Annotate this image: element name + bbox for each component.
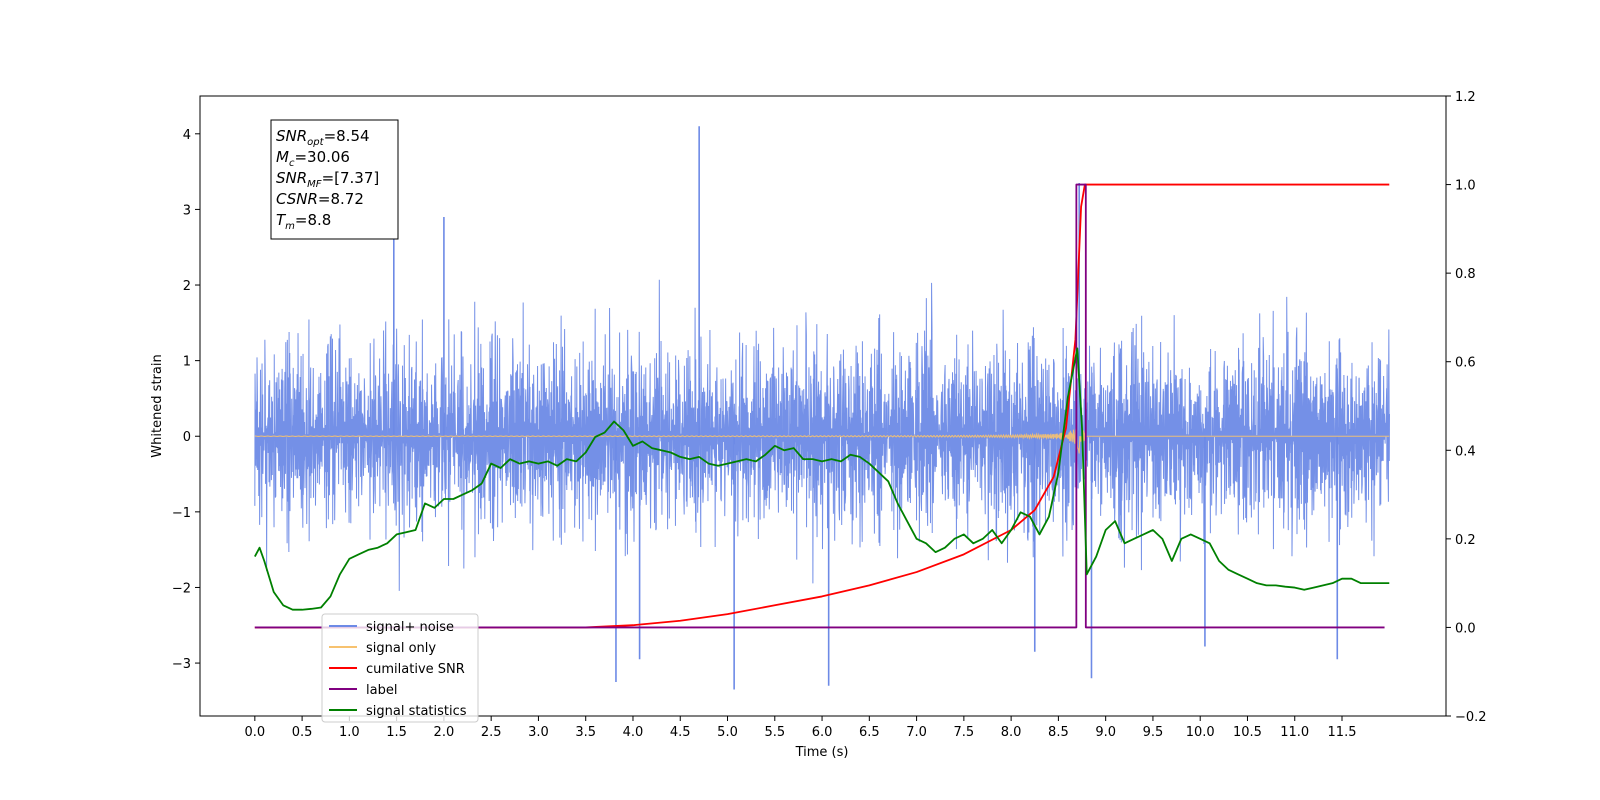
annotation-value: =8.72 <box>318 190 364 208</box>
y2-tick-label: 0.8 <box>1455 267 1476 282</box>
annotation-value: =8.8 <box>295 211 331 229</box>
x-tick-label: 11.5 <box>1328 725 1357 740</box>
y2-tick-label: 0.0 <box>1455 621 1476 636</box>
series-signal-only <box>254 427 1390 454</box>
annotation-symbol: T <box>276 211 287 229</box>
y-tick-label: 2 <box>183 279 191 294</box>
annotation-symbol: M <box>276 148 289 166</box>
y2-tick-label: 1.2 <box>1455 90 1476 105</box>
annotation-subscript: m <box>285 221 295 232</box>
y-tick-label: 3 <box>183 203 191 218</box>
y-tick-label: −3 <box>172 657 191 672</box>
annotation-line: Mc=30.06 <box>276 148 350 169</box>
x-tick-label: 2.0 <box>434 725 455 740</box>
x-tick-label: 10.5 <box>1233 725 1262 740</box>
x-tick-label: 3.0 <box>528 725 549 740</box>
x-tick-label: 3.5 <box>575 725 596 740</box>
y2-tick-label: 0.6 <box>1455 356 1476 371</box>
y-tick-label: 1 <box>183 355 191 370</box>
series-signal-statistics <box>254 347 1390 611</box>
x-tick-label: 5.5 <box>764 725 785 740</box>
x-tick-label: 1.5 <box>386 725 407 740</box>
plot-frame <box>199 95 1447 717</box>
annotation-line: SNRopt=8.54 <box>276 127 370 148</box>
annotation-line: SNRMF=[7.37] <box>276 169 379 190</box>
y2-tick-label: 0.2 <box>1455 533 1476 548</box>
x-tick-label: 0.5 <box>292 725 313 740</box>
legend-entry: signal+ noise <box>366 620 454 635</box>
annotation-value: =8.54 <box>324 127 370 145</box>
x-tick-label: 5.0 <box>717 725 738 740</box>
annotation-symbol: SNR <box>276 169 307 187</box>
y-tick-label: −2 <box>172 581 191 596</box>
x-tick-label: 6.0 <box>812 725 833 740</box>
legend-entry: signal statistics <box>366 704 467 719</box>
annotation-symbol: CSNR <box>276 190 318 208</box>
y2-tick-label: 0.4 <box>1455 444 1476 459</box>
y-axis-title: Whitened strain <box>150 354 165 457</box>
x-tick-label: 7.5 <box>954 725 975 740</box>
y-tick-label: 0 <box>183 430 191 445</box>
annotation-value: =[7.37] <box>322 169 380 187</box>
y-tick-label: 4 <box>183 128 191 143</box>
annotation-line: CSNR=8.72 <box>276 190 364 208</box>
series-layer <box>254 126 1390 690</box>
x-tick-label: 10.0 <box>1186 725 1215 740</box>
annotation-symbol: SNR <box>276 127 307 145</box>
x-tick-label: 7.0 <box>906 725 927 740</box>
x-tick-label: 4.5 <box>670 725 691 740</box>
x-tick-label: 0.0 <box>244 725 265 740</box>
x-tick-label: 9.5 <box>1143 725 1164 740</box>
x-tick-label: 11.0 <box>1280 725 1309 740</box>
annotation-line: Tm=8.8 <box>276 211 331 232</box>
legend-entry: signal only <box>366 641 436 656</box>
annotation-value: =30.06 <box>294 148 350 166</box>
annotation-subscript: MF <box>307 179 322 190</box>
legend-entry: label <box>366 683 397 698</box>
series-signal-plus-noise <box>254 279 1390 591</box>
series-label <box>254 183 1385 629</box>
y-tick-label: −1 <box>172 506 191 521</box>
y2-tick-label: −0.2 <box>1455 710 1487 725</box>
annotation-subscript: opt <box>307 137 324 148</box>
annotation-subscript: c <box>289 158 295 169</box>
annotation-frame <box>270 119 399 240</box>
x-tick-label: 9.0 <box>1095 725 1116 740</box>
x-axis-title: Time (s) <box>795 745 849 760</box>
info-annotation-box: SNRopt=8.54Mc=30.06SNRMF=[7.37]CSNR=8.72… <box>270 119 399 240</box>
legend: signal+ noise signal only cumilative SNR la… <box>321 613 479 723</box>
x-tick-label: 4.0 <box>623 725 644 740</box>
x-tick-label: 6.5 <box>859 725 880 740</box>
y-axis-left: 4 3 2 1 0 −1 −2 −3 <box>172 128 200 672</box>
y-axis-right: 1.2 1.0 0.8 0.6 0.4 0.2 0.0 −0.2 <box>1446 90 1487 725</box>
x-tick-label: 2.5 <box>481 725 502 740</box>
x-tick-label: 8.5 <box>1048 725 1069 740</box>
x-tick-label: 1.0 <box>339 725 360 740</box>
x-tick-label: 8.0 <box>1001 725 1022 740</box>
legend-frame <box>321 613 479 723</box>
legend-entry: cumilative SNR <box>366 662 465 677</box>
y2-tick-label: 1.0 <box>1455 179 1476 194</box>
